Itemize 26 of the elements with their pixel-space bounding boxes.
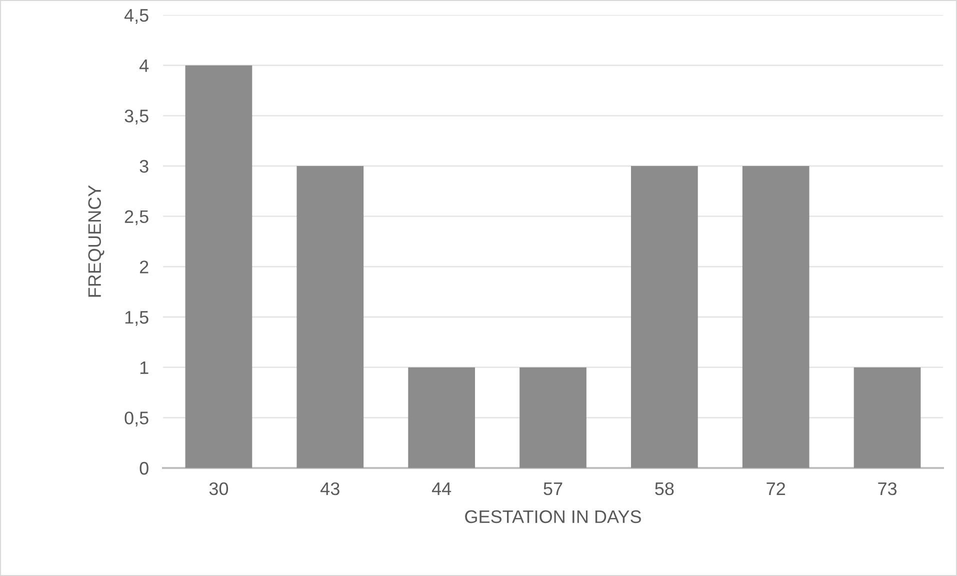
y-tick-label: 2	[140, 260, 148, 274]
x-tick-label: 44	[432, 482, 452, 495]
bar	[631, 166, 698, 468]
x-axis-title: GESTATION IN DAYS	[465, 510, 641, 524]
x-tick-label: 30	[209, 482, 228, 496]
bar	[742, 166, 810, 468]
x-tick-label: 57	[544, 482, 562, 496]
y-tick-label: 3,5	[124, 110, 148, 125]
y-tick-label: 1,5	[125, 311, 148, 326]
bar	[520, 367, 586, 468]
x-tick-label: 43	[320, 482, 340, 496]
bar	[296, 166, 364, 468]
bar	[185, 65, 252, 468]
y-tick-label: 4,5	[124, 9, 148, 24]
y-tick-label: 2,5	[124, 210, 148, 226]
x-tick-label: 73	[878, 482, 897, 496]
x-tick-label: 58	[655, 482, 674, 496]
y-tick-label: 1	[140, 361, 148, 374]
y-tick-label: 4	[139, 59, 149, 72]
bar	[854, 367, 921, 468]
y-tick-label: 0,5	[124, 412, 148, 427]
y-axis-title: FREQUENCY	[88, 185, 104, 297]
y-tick-label: 3	[140, 160, 148, 173]
y-tick-label: 0	[140, 462, 148, 475]
x-tick-label: 72	[766, 482, 785, 495]
bar	[408, 367, 475, 468]
